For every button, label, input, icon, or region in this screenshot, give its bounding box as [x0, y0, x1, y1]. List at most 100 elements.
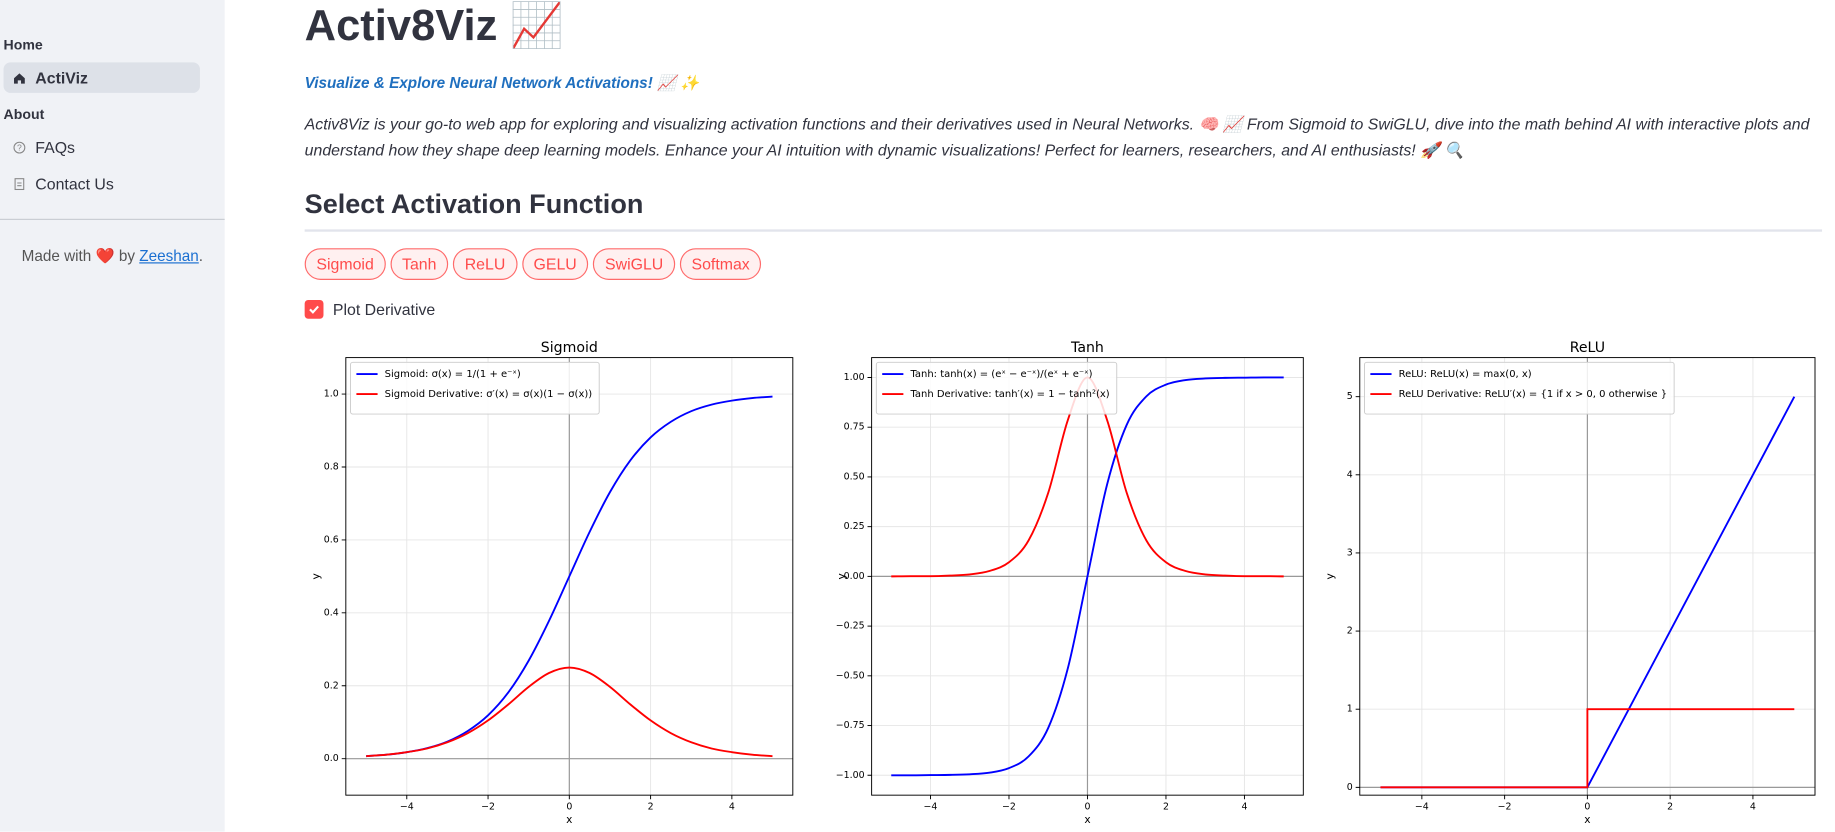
- x-axis-label: x: [1084, 814, 1090, 826]
- nav-label: FAQs: [35, 138, 76, 156]
- footer: Made with ❤️ by Zeeshan.: [0, 247, 225, 266]
- charts: Sigmoid −4 −2 0 2 4 0.0 0.2 0.4 0.6 0.8 1.0 Sigmoid:…: [310, 340, 1816, 826]
- y-tick-label: 1.0: [324, 389, 339, 400]
- x-axis-label: x: [566, 814, 572, 826]
- y-tick-label: 2: [1347, 626, 1353, 637]
- plot-frame: [871, 357, 1304, 796]
- plot-frame: [1359, 357, 1816, 796]
- x-tick-label: −4: [400, 801, 414, 812]
- x-tick-label: 4: [729, 801, 735, 812]
- function-button[interactable]: SwiGLU: [593, 248, 676, 280]
- nav-heading: About: [3, 105, 45, 123]
- nav-item[interactable]: ActiViz: [3, 62, 200, 93]
- checkbox-label: Plot Derivative: [332, 300, 436, 319]
- checkbox-box[interactable]: [304, 299, 324, 319]
- chart-title: Tanh: [1070, 340, 1104, 356]
- x-axis-label: x: [1584, 814, 1590, 826]
- function-button[interactable]: Tanh: [390, 248, 449, 280]
- x-tick-label: 2: [1667, 801, 1673, 812]
- chart-title: Sigmoid: [541, 340, 598, 356]
- divider: [0, 218, 225, 220]
- function-button[interactable]: ReLU: [452, 248, 518, 280]
- legend: ReLU: ReLU(x) = max(0, x) ReLU Derivative…: [1364, 361, 1675, 415]
- y-tick-label: 3: [1347, 547, 1353, 558]
- legend-label: Sigmoid: σ(x) = 1/(1 + e⁻ˣ): [385, 369, 521, 380]
- divider: [304, 229, 1823, 232]
- legend-box: [875, 361, 1118, 415]
- svg-text:?: ?: [17, 142, 22, 152]
- y-tick-label: −0.75: [836, 720, 865, 731]
- legend-box: [1364, 361, 1675, 415]
- tagline: Visualize & Explore Neural Network Activ…: [304, 74, 700, 92]
- footer-text: Made with ❤️ by: [21, 247, 135, 265]
- nav-heading: Home: [3, 36, 43, 53]
- x-tick-label: 0: [1584, 801, 1590, 812]
- y-tick-label: 4: [1347, 469, 1353, 480]
- y-axis-label: y: [1324, 573, 1336, 579]
- chart-title: ReLU: [1570, 340, 1605, 356]
- x-tick-label: 2: [648, 801, 654, 812]
- y-tick-label: 0.0: [324, 753, 339, 764]
- y-tick-label: 0.6: [324, 534, 339, 545]
- y-axis-label: y: [310, 573, 322, 579]
- legend-label: Tanh Derivative: tanh′(x) = 1 − tanh²(x): [909, 389, 1109, 400]
- nav-label: Contact Us: [35, 174, 114, 193]
- x-tick-label: 0: [566, 801, 572, 812]
- x-tick-label: −2: [481, 801, 495, 812]
- home-icon: [14, 72, 25, 84]
- function-button[interactable]: Softmax: [679, 248, 762, 280]
- nav-item[interactable]: Contact Us: [4, 168, 200, 199]
- y-axis-label: y: [836, 573, 848, 579]
- check-mark: [309, 305, 319, 314]
- nav-item[interactable]: ? FAQs: [4, 132, 200, 163]
- footer-text: .: [198, 247, 204, 265]
- y-tick-label: 5: [1347, 391, 1353, 402]
- x-tick-label: −2: [1498, 801, 1512, 812]
- y-tick-label: −0.50: [836, 670, 865, 681]
- author-link[interactable]: Zeeshan: [139, 247, 199, 265]
- x-tick-label: 2: [1163, 801, 1169, 812]
- x-tick-label: 0: [1084, 801, 1090, 812]
- x-tick-label: 4: [1750, 801, 1756, 812]
- y-tick-label: 0.8: [324, 461, 339, 472]
- x-tick-label: −4: [1415, 801, 1429, 812]
- plot-frame: [345, 357, 794, 796]
- line-series: [366, 666, 773, 758]
- y-tick-label: 0.4: [324, 607, 339, 618]
- page-title: Activ8Viz 📈: [304, 1, 564, 50]
- description: Activ8Viz is your go-to web app for expl…: [304, 115, 1810, 159]
- legend-label: Sigmoid Derivative: σ′(x) = σ(x)(1 − σ(x…: [385, 389, 593, 400]
- contact-icon: [14, 177, 25, 190]
- y-tick-label: 0.75: [844, 422, 865, 433]
- y-tick-label: 0: [1347, 782, 1353, 793]
- legend-box: [350, 361, 600, 415]
- legend-label: Tanh: tanh(x) = (eˣ − e⁻ˣ)/(eˣ + e⁻ˣ): [909, 369, 1092, 380]
- faq-icon: ?: [13, 141, 26, 153]
- sidebar: Home ActiViz About ? FAQs Contact Us Mad…: [0, 0, 225, 832]
- button-group: Sigmoid Tanh ReLU GELU SwiGLU Softmax: [304, 248, 762, 280]
- x-tick-label: −4: [924, 801, 938, 812]
- y-tick-label: 1: [1347, 704, 1353, 715]
- x-tick-label: 4: [1241, 801, 1247, 812]
- y-tick-label: 1.00: [844, 372, 865, 383]
- nav-label: ActiViz: [35, 68, 88, 87]
- y-tick-label: 0.25: [844, 521, 865, 532]
- line-series: [1380, 708, 1795, 789]
- line-series: [891, 376, 1284, 777]
- legend-label: ReLU: ReLU(x) = max(0, x): [1399, 369, 1532, 380]
- y-tick-label: −1.00: [836, 770, 865, 781]
- y-tick-label: −0.25: [836, 621, 865, 632]
- function-button[interactable]: Sigmoid: [304, 248, 386, 280]
- y-tick-label: 0.50: [844, 471, 865, 482]
- x-tick-label: −2: [1002, 801, 1016, 812]
- y-tick-label: 0.00: [844, 571, 865, 582]
- legend: Sigmoid: σ(x) = 1/(1 + e⁻ˣ) Sigmoid Deriv…: [350, 361, 600, 415]
- legend-label: ReLU Derivative: ReLU′(x) = {1 if x > 0,…: [1399, 389, 1667, 400]
- y-tick-label: 0.2: [324, 680, 339, 691]
- checkbox[interactable]: Plot Derivative: [304, 299, 436, 319]
- function-button[interactable]: GELU: [521, 248, 589, 280]
- section-title: Select Activation Function: [304, 188, 644, 219]
